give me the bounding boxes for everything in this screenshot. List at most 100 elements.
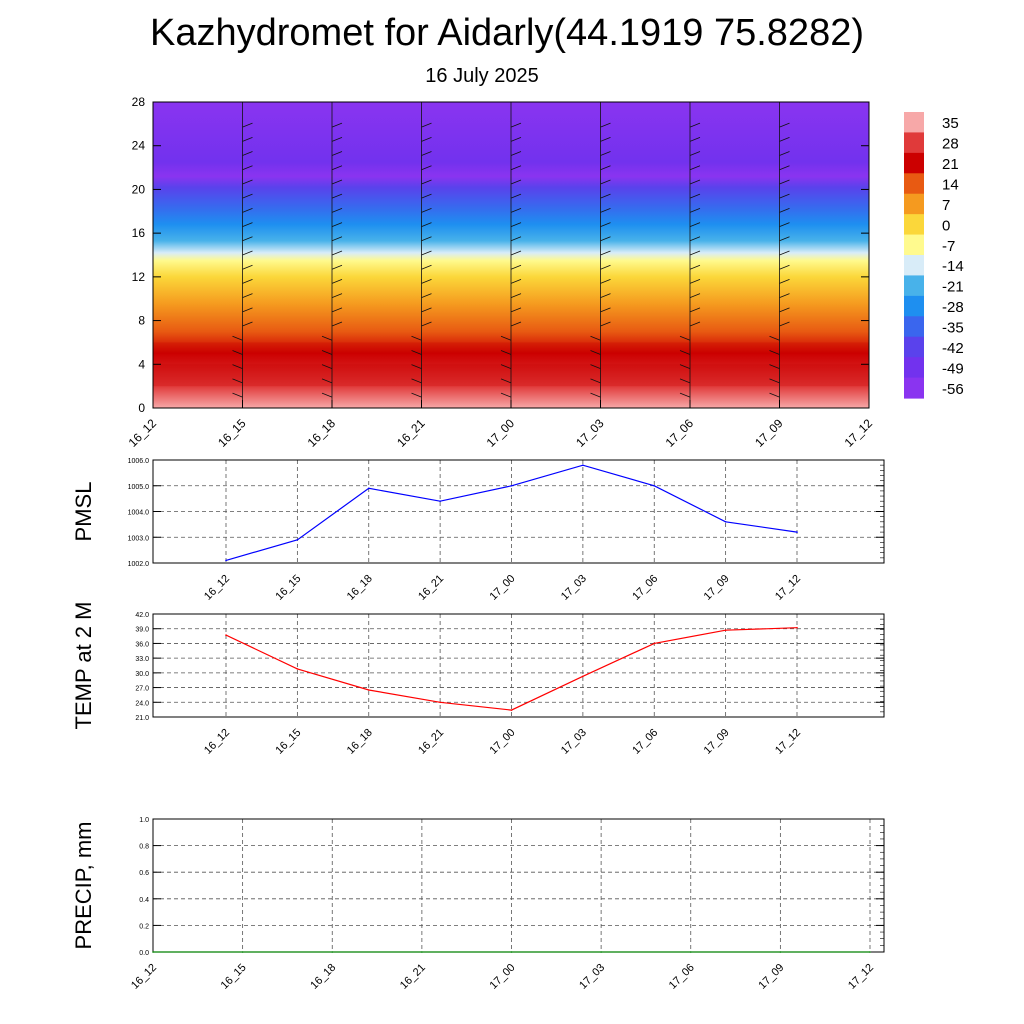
colorbar-swatch	[904, 357, 924, 379]
wind-barb	[510, 293, 522, 298]
precip-point	[152, 951, 154, 953]
pmsl-point	[439, 500, 441, 503]
wind-barb	[242, 236, 253, 242]
temp-point	[510, 709, 513, 711]
wind-barb	[590, 364, 601, 370]
wind-barb	[689, 279, 701, 284]
precip-axis-label: PRECIP, mm	[71, 822, 96, 950]
precip-point	[869, 951, 871, 953]
wind-barb	[421, 151, 432, 156]
x-tick-label: 16_15	[273, 573, 303, 603]
colorbar-swatch	[904, 234, 924, 256]
wind-barb	[600, 151, 611, 156]
temp-line	[225, 627, 798, 711]
wind-barb	[242, 321, 253, 327]
x-tick-label: 17_06	[667, 962, 697, 992]
wind-barb	[321, 392, 333, 398]
chart-title: Kazhydromet for Aidarly(44.1919 75.8282)	[150, 12, 864, 54]
y-tick-label: 24.0	[135, 700, 149, 707]
chart-subtitle: 16 July 2025	[425, 65, 539, 87]
heatmap-y-tick-label: 12	[132, 270, 146, 284]
wind-barb	[421, 236, 432, 242]
wind-barb	[600, 279, 611, 284]
colorbar-swatch	[904, 377, 924, 399]
wind-barb	[421, 208, 432, 213]
wind-barb	[600, 208, 611, 213]
x-tick-label: 17_03	[559, 727, 589, 757]
heatmap-x-tick-label: 17_12	[842, 416, 876, 450]
x-tick-label: 17_12	[846, 962, 876, 992]
wind-barb	[779, 236, 790, 242]
wind-barb	[500, 364, 512, 370]
colorbar-label: 35	[942, 115, 959, 132]
wind-barb	[421, 136, 432, 142]
colorbar-swatch	[904, 275, 924, 297]
wind-barb	[421, 264, 432, 270]
wind-barb	[421, 122, 432, 128]
wind-barb	[242, 222, 253, 227]
pmsl-point	[653, 484, 656, 487]
x-tick-label: 16_18	[345, 727, 375, 757]
wind-barb	[779, 179, 790, 185]
wind-barb	[679, 350, 691, 355]
wind-barb	[689, 307, 701, 313]
wind-barb	[590, 392, 601, 398]
colorbar-label: -56	[942, 381, 964, 398]
wind-barb	[779, 321, 790, 327]
plot-frame	[152, 613, 885, 718]
wind-barb	[421, 179, 432, 185]
y-tick-label: 0.8	[139, 844, 149, 851]
wind-barb	[331, 264, 343, 270]
wind-barb	[331, 151, 343, 156]
wind-barb	[590, 335, 601, 341]
wind-barb	[679, 378, 691, 384]
heatmap-y-tick-label: 28	[132, 95, 146, 109]
wind-barb	[242, 122, 253, 128]
wind-barb	[600, 321, 611, 327]
wind-barb	[421, 321, 432, 327]
wind-barb	[769, 350, 780, 355]
wind-barb	[232, 335, 243, 341]
temp-point	[724, 629, 727, 631]
wind-barb	[590, 350, 601, 355]
wind-barb	[331, 222, 343, 227]
pmsl-point	[510, 484, 513, 487]
wind-barb	[421, 307, 432, 313]
y-tick-label: 33.0	[135, 656, 149, 663]
wind-barb	[331, 179, 343, 185]
colorbar-label: -35	[942, 320, 964, 337]
wind-barb	[232, 392, 243, 398]
wind-barb	[411, 350, 422, 355]
pmsl-point	[225, 559, 227, 562]
wind-barb	[600, 307, 611, 313]
wind-barb	[421, 279, 432, 284]
wind-barb	[689, 151, 701, 156]
wind-barb	[679, 392, 691, 398]
colorbar-swatch	[904, 173, 924, 195]
pmsl-point	[796, 531, 798, 533]
wind-barb	[411, 392, 422, 398]
colorbar-swatch	[904, 316, 924, 338]
colorbar-swatch	[904, 152, 924, 174]
precip-point	[510, 951, 513, 953]
colorbar-swatch	[904, 112, 924, 134]
heatmap-x-tick-label: 16_18	[305, 416, 339, 450]
y-tick-label: 1003.0	[128, 535, 150, 542]
y-tick-label: 42.0	[135, 612, 149, 619]
colorbar-swatch	[904, 214, 924, 236]
wind-barb	[510, 307, 522, 313]
colorbar-swatch	[904, 132, 924, 154]
wind-barb	[779, 208, 790, 213]
colorbar-label: -21	[942, 279, 964, 296]
wind-barb	[242, 151, 253, 156]
wind-barb	[600, 264, 611, 270]
wind-barb	[510, 193, 522, 199]
y-tick-label: 1004.0	[128, 510, 150, 517]
y-tick-label: 0.6	[139, 870, 149, 877]
wind-barb	[769, 392, 780, 398]
x-tick-label: 16_21	[416, 573, 446, 603]
wind-barb	[510, 136, 522, 142]
panel-precip: 0.0 0.2 0.4 0.6 0.8 1.0 16_12 16_15 16_18 16_21 17…	[71, 817, 885, 992]
wind-barb	[421, 193, 432, 199]
y-tick-label: 39.0	[135, 627, 149, 634]
